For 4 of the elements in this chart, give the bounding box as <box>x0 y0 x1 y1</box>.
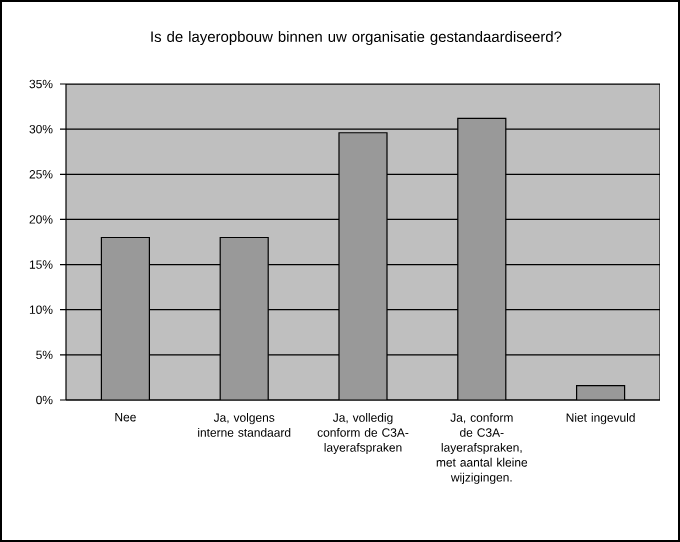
bar <box>457 117 507 400</box>
bar <box>100 236 150 400</box>
bar <box>219 236 269 400</box>
bar <box>338 132 388 400</box>
